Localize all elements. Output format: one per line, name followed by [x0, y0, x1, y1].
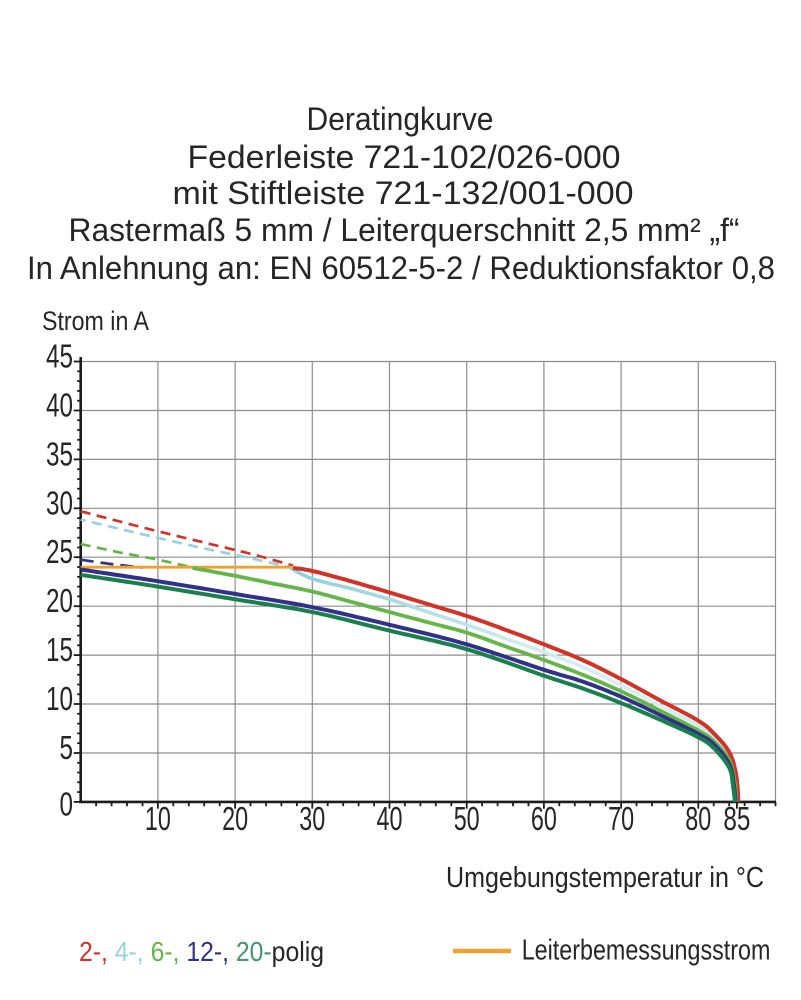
svg-text:70: 70 — [608, 800, 634, 837]
svg-text:45: 45 — [46, 338, 73, 375]
svg-text:30: 30 — [46, 484, 73, 521]
svg-text:In Anlehnung an: EN 60512-5-2: In Anlehnung an: EN 60512-5-2 / Reduktio… — [27, 250, 775, 286]
svg-text:Deratingkurve: Deratingkurve — [307, 101, 494, 137]
svg-text:80: 80 — [685, 800, 711, 837]
svg-text:15: 15 — [46, 631, 73, 668]
svg-text:20: 20 — [222, 800, 248, 837]
svg-text:Federleiste 721-102/026-000: Federleiste 721-102/026-000 — [188, 139, 621, 175]
svg-text:mit Stiftleiste 721-132/001-00: mit Stiftleiste 721-132/001-000 — [173, 175, 634, 211]
svg-text:35: 35 — [46, 435, 73, 472]
svg-text:5: 5 — [60, 729, 74, 766]
svg-text:50: 50 — [454, 800, 480, 837]
svg-text:2-, 4-, 6-, 12-, 20-polig: 2-, 4-, 6-, 12-, 20-polig — [79, 936, 324, 967]
svg-text:10: 10 — [46, 680, 73, 717]
svg-text:Rastermaß 5 mm / Leiterquersch: Rastermaß 5 mm / Leiterquerschnitt 2,5 m… — [69, 212, 740, 248]
svg-text:Umgebungstemperatur in °C: Umgebungstemperatur in °C — [446, 862, 764, 894]
svg-text:30: 30 — [299, 800, 325, 837]
svg-text:40: 40 — [46, 387, 73, 424]
svg-text:40: 40 — [377, 800, 403, 837]
svg-text:Leiterbemessungsstrom: Leiterbemessungsstrom — [522, 935, 771, 967]
svg-text:20: 20 — [46, 582, 73, 619]
svg-text:60: 60 — [531, 800, 557, 837]
svg-text:Strom in A: Strom in A — [42, 306, 149, 336]
svg-text:25: 25 — [46, 533, 73, 570]
svg-text:0: 0 — [60, 786, 74, 823]
svg-text:85: 85 — [723, 800, 750, 837]
svg-text:10: 10 — [145, 800, 171, 837]
